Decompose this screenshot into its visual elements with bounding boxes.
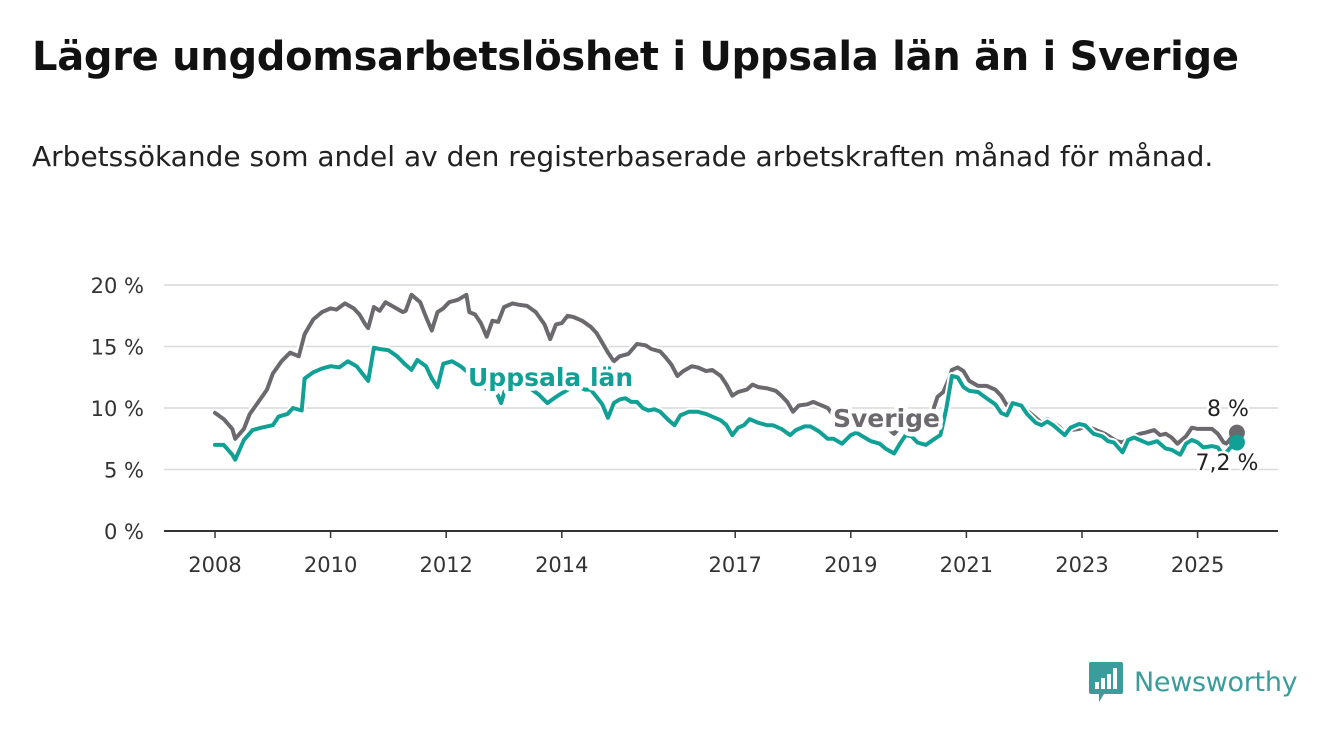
y-tick-label: 0 %	[104, 520, 144, 544]
x-tick-label: 2008	[188, 553, 241, 577]
x-tick-label: 2017	[708, 553, 761, 577]
brand-logo: Newsworthy	[1088, 660, 1298, 704]
y-tick-label: 10 %	[91, 397, 144, 421]
series-line-uppsala	[213, 345, 1239, 462]
x-tick-label: 2019	[824, 553, 877, 577]
y-tick-label: 20 %	[91, 274, 144, 298]
x-tick-label: 2025	[1171, 553, 1224, 577]
x-tick-label: 2012	[419, 553, 472, 577]
grid-layer	[164, 284, 1278, 471]
end-label-sverige: 8 %	[1207, 397, 1249, 422]
x-tick-label: 2023	[1055, 553, 1108, 577]
x-tick-label: 2014	[535, 553, 588, 577]
chart-subtitle: Arbetssökande som andel av den registerb…	[32, 140, 1214, 173]
series-label-uppsala: Uppsala län	[468, 363, 633, 392]
brand-name: Newsworthy	[1134, 666, 1298, 698]
y-tick-label: 5 %	[104, 459, 144, 483]
x-tick-label: 2021	[940, 553, 993, 577]
series-halo	[215, 343, 1240, 464]
end-label-uppsala: 7,2 %	[1196, 451, 1259, 476]
chart-title: Lägre ungdomsarbetslöshet i Uppsala län …	[32, 34, 1239, 80]
end-point-uppsala	[1228, 434, 1245, 451]
x-axis: 2008 2010 2012 2014 2017 2019 2021 2023 2025	[164, 530, 1278, 577]
series-labels: 8 % 7,2 % Uppsala län Sverige	[464, 359, 1261, 479]
newsworthy-logo-icon	[1089, 662, 1123, 702]
y-axis-labels: 0 % 5 % 10 % 15 % 20 %	[91, 274, 144, 544]
series-label-sverige: Sverige	[833, 404, 940, 433]
series-lines	[212, 290, 1240, 464]
y-tick-label: 15 %	[91, 336, 144, 360]
x-tick-label: 2010	[304, 553, 357, 577]
